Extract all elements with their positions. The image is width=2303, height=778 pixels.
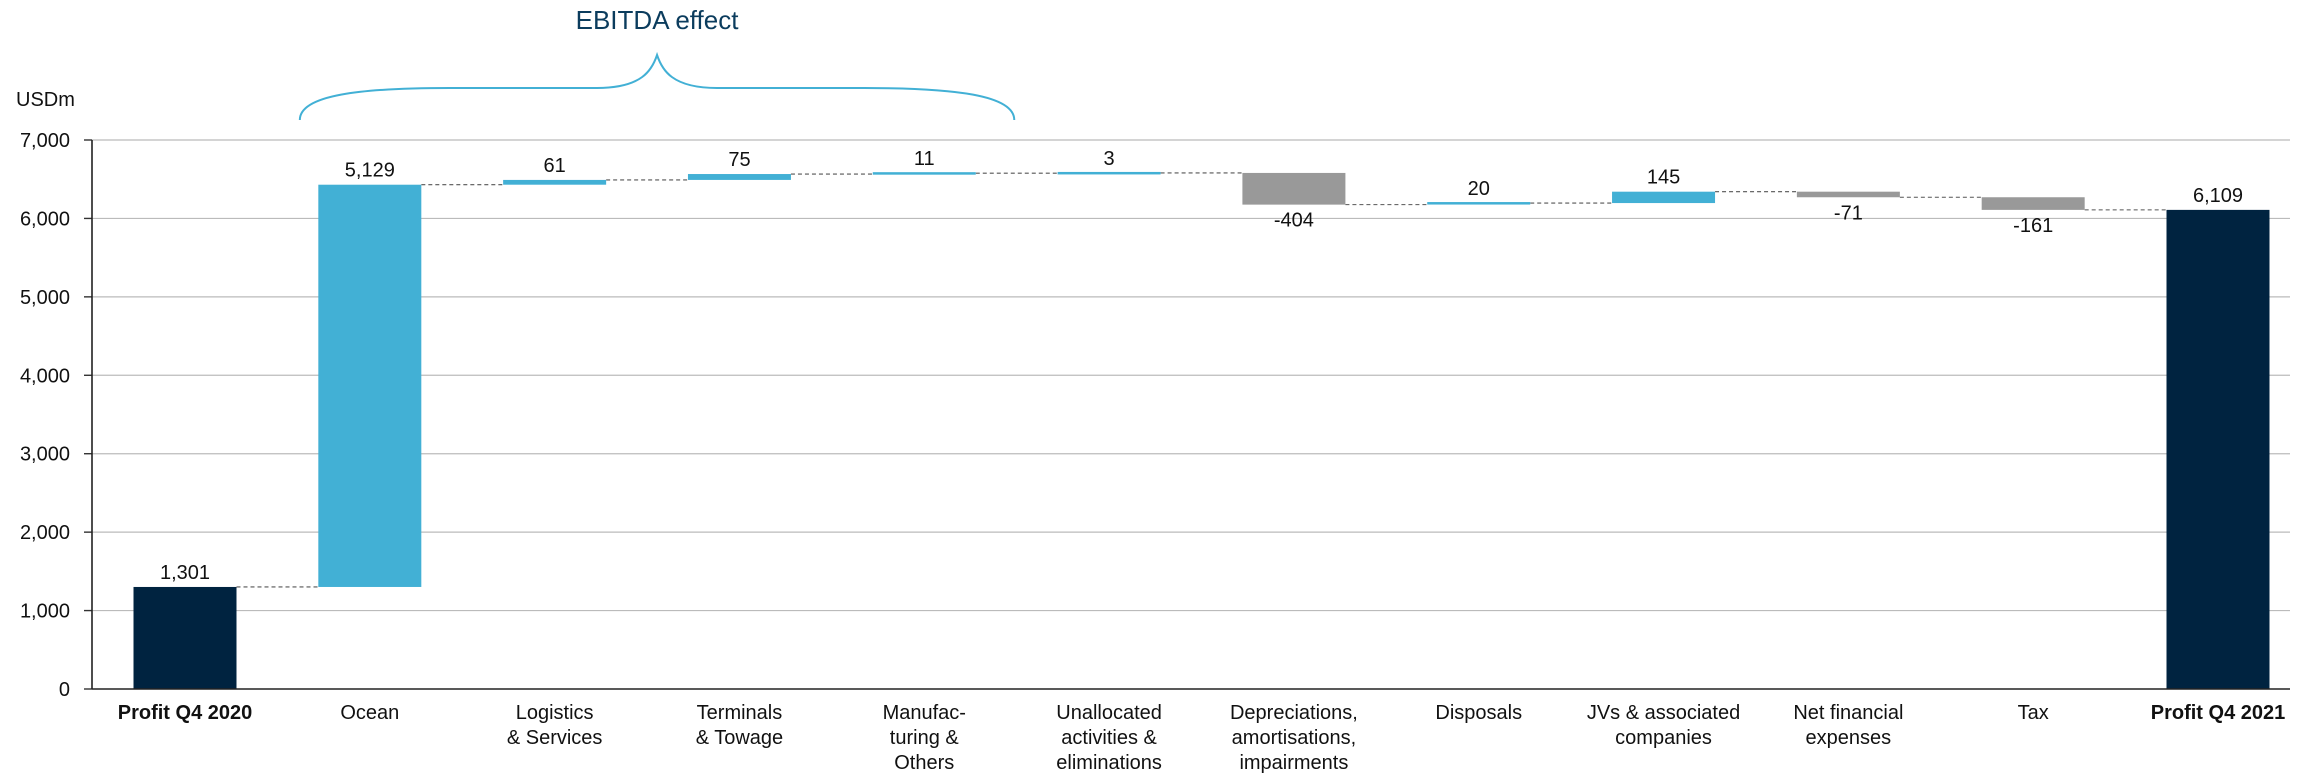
bar [1242, 172, 1346, 205]
data-label: 1,301 [160, 562, 210, 584]
bar [1796, 191, 1900, 198]
y-tick-label: 6,000 [20, 208, 70, 230]
label-layer: 0 1,000 2,000 3,000 4,000 5,000 6,000 7,000 1,30… [20, 130, 2286, 774]
connector-layer [236, 172, 2167, 588]
category-label: & Towage [696, 727, 783, 749]
bar [1427, 202, 1531, 205]
category-label: Ocean [340, 702, 399, 724]
y-tick-label: 4,000 [20, 365, 70, 387]
bar-layer [133, 171, 2270, 689]
category-label: Depreciations, [1230, 702, 1358, 724]
data-label: 3 [1104, 148, 1115, 170]
data-label: 145 [1647, 167, 1680, 189]
y-tick-label: 1,000 [20, 601, 70, 623]
category-label: Manufac- [883, 702, 966, 724]
bar [318, 184, 422, 587]
y-tick-label: 0 [59, 679, 70, 701]
category-label: activities & [1061, 727, 1157, 749]
data-label: -404 [1274, 210, 1314, 232]
y-tick-label: 5,000 [20, 287, 70, 309]
data-label: -71 [1834, 202, 1863, 224]
category-label: & Services [507, 727, 603, 749]
category-label: turing & [890, 727, 960, 749]
bar [872, 172, 976, 175]
ebitda-bracket: EBITDA effect [298, 5, 1016, 121]
bar [687, 174, 791, 180]
category-label: JVs & associated [1587, 702, 1740, 724]
category-label: expenses [1806, 727, 1892, 749]
bracket-label: EBITDA effect [576, 5, 740, 35]
data-label: 61 [544, 155, 566, 177]
data-label: -161 [2013, 215, 2053, 237]
category-label: companies [1615, 727, 1712, 749]
category-label: Logistics [516, 702, 594, 724]
data-label: 20 [1468, 178, 1490, 200]
data-label: 6,109 [2193, 185, 2243, 207]
category-label: Others [894, 752, 954, 773]
bar [1981, 197, 2085, 210]
bar [2166, 209, 2270, 689]
category-label: Net financial [1793, 702, 1903, 724]
category-label: Terminals [697, 702, 783, 724]
y-tick-label: 3,000 [20, 444, 70, 466]
axis-layer [91, 140, 2290, 690]
data-label: 5,129 [345, 160, 395, 182]
category-label: eliminations [1056, 752, 1162, 773]
category-label: amortisations, [1232, 727, 1357, 749]
category-label: Disposals [1435, 702, 1522, 724]
category-label: Profit Q4 2021 [2151, 702, 2286, 724]
bar [1057, 171, 1161, 175]
bar [503, 179, 607, 185]
bracket-path [298, 51, 1016, 121]
category-label: Unallocated [1056, 702, 1162, 724]
bar [1612, 191, 1716, 204]
y-tick-label: 7,000 [20, 130, 70, 152]
category-label: Profit Q4 2020 [118, 702, 253, 724]
data-label: 75 [728, 149, 750, 171]
y-unit-label: USDm [16, 89, 75, 111]
bar [133, 586, 237, 689]
grid-layer [84, 139, 2290, 690]
data-label: 11 [914, 148, 935, 170]
category-label: Tax [2018, 702, 2049, 724]
y-tick-label: 2,000 [20, 522, 70, 544]
category-label: impairments [1239, 752, 1348, 773]
